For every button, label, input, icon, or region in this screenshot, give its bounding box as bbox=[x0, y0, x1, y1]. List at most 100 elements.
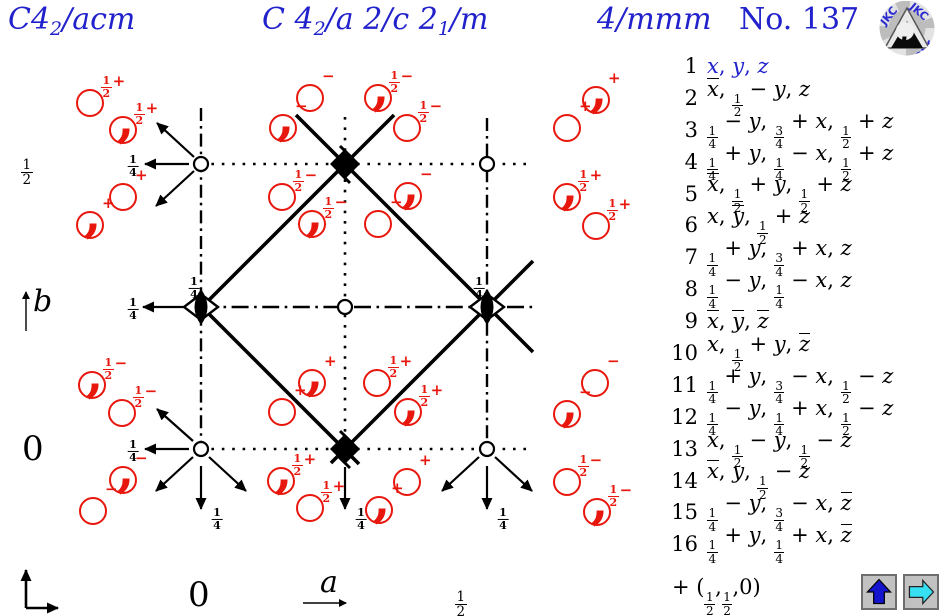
atom-comma-circle: , 1 2− bbox=[583, 476, 632, 526]
position-number: 16 bbox=[671, 532, 698, 557]
origin-axes-icon bbox=[20, 569, 59, 614]
position-number: 13 bbox=[671, 436, 698, 461]
atom-circle: 1 2 + bbox=[76, 74, 125, 117]
position-number: 5 bbox=[684, 181, 698, 206]
atom-height-label: 1 2− bbox=[608, 481, 633, 509]
comma-mark: , bbox=[117, 439, 135, 498]
atom-height-label: − bbox=[420, 165, 433, 183]
position-number: 10 bbox=[671, 340, 698, 365]
position-number: 15 bbox=[671, 500, 698, 525]
comma-mark: , bbox=[306, 342, 324, 401]
position-number: 12 bbox=[671, 404, 698, 429]
position-number: 3 bbox=[684, 117, 698, 142]
position-coordinates: x, y, z bbox=[707, 53, 769, 78]
atom-circle: − bbox=[79, 482, 118, 525]
position-number: 4 bbox=[684, 149, 698, 174]
atom-height-label: + bbox=[135, 166, 148, 184]
atom-circle: − bbox=[296, 69, 335, 112]
atom-height-label: + bbox=[102, 194, 115, 212]
symbol-text: C4 bbox=[8, 2, 51, 37]
atom-height-label: 1 2− bbox=[389, 67, 414, 95]
atom-height-label: 1 2 + bbox=[321, 477, 346, 505]
atom-height-label: + bbox=[579, 97, 592, 115]
atom-height-label: + bbox=[391, 479, 404, 497]
position-number: 9 bbox=[684, 309, 698, 334]
up-arrow-icon bbox=[866, 578, 892, 605]
symbol-subscript: 2 bbox=[313, 18, 326, 40]
position-number: 14 bbox=[671, 468, 698, 493]
atom-comma-circle: , + bbox=[582, 64, 621, 114]
atom-height-label: 1 2 + bbox=[388, 352, 413, 380]
atom-circle: − bbox=[581, 354, 620, 397]
atom-height-label: + bbox=[324, 352, 337, 370]
jkc-logo[interactable]: JKC JKC JKC , bbox=[876, 1, 938, 57]
right-arrow-icon bbox=[908, 578, 935, 606]
comma-mark: , bbox=[373, 469, 391, 528]
atom-circle: 1 2− bbox=[393, 99, 442, 142]
nav-up-button[interactable] bbox=[861, 574, 897, 610]
atom-comma-circle: , 1 2 + bbox=[109, 94, 158, 144]
atom-circle: − bbox=[364, 195, 403, 238]
position-number: 11 bbox=[671, 372, 698, 397]
atom-circle: 1 2− bbox=[553, 453, 602, 496]
atom-height-label: 1 2− bbox=[133, 382, 158, 410]
comma-mark: , bbox=[277, 87, 295, 146]
logo-comma: , bbox=[899, 14, 909, 49]
space-group-number: No. 137 bbox=[739, 2, 860, 37]
atom-height-label: 1 2 + bbox=[607, 195, 632, 223]
atom-height-label: + bbox=[419, 451, 432, 469]
atom-height-label: 1 2− bbox=[578, 451, 603, 479]
translation-vector: + (1 2, 1 2,0) bbox=[672, 575, 761, 616]
comma-mark: , bbox=[561, 156, 579, 215]
atom-circle: + bbox=[553, 99, 592, 142]
comma-mark: , bbox=[402, 371, 420, 430]
comma-mark: , bbox=[275, 440, 293, 499]
atom-comma-circle: , − bbox=[394, 160, 433, 210]
atom-comma-circle: , 1 2− bbox=[364, 62, 413, 112]
atom-height-label: + bbox=[608, 69, 621, 87]
b-axis-label: b bbox=[33, 284, 53, 319]
logo-badge: JKC JKC JKC , bbox=[879, 1, 935, 56]
a-axis-label: a bbox=[320, 565, 338, 600]
twofold-axis-arrows bbox=[142, 122, 533, 510]
symbol-text: C 4 bbox=[262, 2, 314, 37]
atom-height-label: − bbox=[390, 193, 403, 211]
comma-mark: , bbox=[372, 57, 390, 116]
axis-label-zero-bottom: 0 bbox=[188, 575, 210, 615]
axis-label-zero-left: 0 bbox=[22, 429, 44, 469]
atom-height-label: 1 2 + bbox=[419, 381, 444, 409]
nav-next-button[interactable] bbox=[903, 574, 939, 610]
symbol-subscript: 2 bbox=[50, 18, 63, 40]
atom-circle: 1 2 + bbox=[582, 197, 631, 240]
atom-height-label: − bbox=[579, 383, 592, 401]
position-number: 7 bbox=[684, 245, 698, 270]
translation-text: + (1 2, 1 2,0) bbox=[672, 575, 761, 616]
atom-height-label: 1 2 + bbox=[292, 450, 317, 478]
